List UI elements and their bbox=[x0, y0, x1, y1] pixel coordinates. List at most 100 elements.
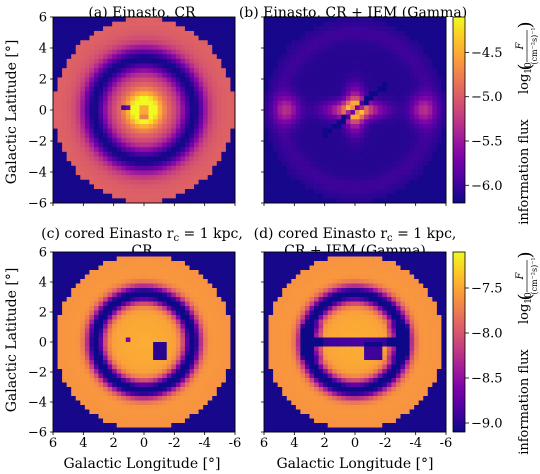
heatmap-cell bbox=[382, 68, 388, 74]
heatmap-cell bbox=[139, 175, 145, 181]
heatmap-cell bbox=[323, 82, 329, 88]
heatmap-cell bbox=[282, 342, 288, 347]
heatmap-cell bbox=[332, 63, 338, 69]
heatmap-cell bbox=[405, 142, 410, 148]
heatmap-cell bbox=[125, 44, 131, 50]
heatmap-cell bbox=[189, 179, 195, 185]
heatmap-cell bbox=[148, 58, 154, 64]
heatmap-cell bbox=[53, 17, 58, 23]
heatmap-cell bbox=[364, 100, 370, 106]
heatmap-cell bbox=[125, 324, 131, 329]
heatmap-cell bbox=[89, 68, 95, 74]
heatmap-cell bbox=[395, 44, 401, 50]
heatmap-cell bbox=[75, 400, 81, 406]
heatmap-cell bbox=[130, 252, 136, 257]
heatmap-cell bbox=[112, 270, 118, 275]
heatmap-cell bbox=[332, 151, 338, 157]
heatmap-cell bbox=[314, 193, 319, 199]
heatmap-cell bbox=[291, 175, 297, 181]
heatmap-cell bbox=[62, 110, 68, 116]
heatmap-cell bbox=[189, 315, 195, 320]
heatmap-cell bbox=[134, 170, 140, 176]
heatmap-cell bbox=[264, 382, 269, 388]
heatmap-cell bbox=[116, 396, 122, 401]
heatmap-cell bbox=[130, 346, 136, 352]
heatmap-cell bbox=[314, 21, 319, 27]
heatmap-cell bbox=[373, 198, 379, 204]
heatmap-cell bbox=[207, 360, 213, 365]
heatmap-cell bbox=[405, 35, 410, 41]
heatmap-cell bbox=[175, 82, 181, 88]
heatmap-cell bbox=[373, 82, 379, 88]
heatmap-cell bbox=[57, 142, 63, 148]
heatmap-cell bbox=[286, 193, 292, 199]
heatmap-cell bbox=[386, 21, 392, 27]
heatmap-cell bbox=[341, 44, 347, 50]
heatmap-cell bbox=[53, 288, 58, 293]
heatmap-cell bbox=[139, 151, 145, 157]
heatmap-cell bbox=[418, 58, 424, 64]
heatmap-cell bbox=[277, 63, 283, 69]
heatmap-cell bbox=[116, 35, 122, 41]
heatmap-cell bbox=[264, 378, 269, 383]
heatmap-cell bbox=[295, 77, 301, 83]
heatmap-cell bbox=[418, 198, 424, 204]
heatmap-cell bbox=[57, 324, 63, 329]
heatmap-cell bbox=[171, 306, 177, 311]
heatmap-cell bbox=[368, 17, 374, 23]
heatmap-cell bbox=[414, 165, 420, 171]
heatmap-cell bbox=[286, 119, 292, 125]
heatmap-cell bbox=[184, 351, 190, 356]
heatmap-cell bbox=[350, 35, 356, 41]
heatmap-cell bbox=[93, 91, 99, 97]
heatmap-cell bbox=[130, 360, 136, 365]
heatmap-cell bbox=[171, 165, 177, 171]
heatmap-cell bbox=[273, 265, 279, 271]
heatmap-cell bbox=[189, 189, 195, 195]
heatmap-cell bbox=[273, 137, 279, 143]
heatmap-cell bbox=[295, 82, 301, 88]
heatmap-cell bbox=[62, 279, 68, 284]
heatmap-cell bbox=[268, 337, 274, 343]
heatmap-cell bbox=[162, 378, 168, 383]
heatmap-cell bbox=[386, 114, 392, 120]
heatmap-cell bbox=[189, 17, 195, 23]
heatmap-cell bbox=[212, 133, 218, 139]
heatmap-cell bbox=[395, 54, 401, 60]
heatmap-cell bbox=[225, 133, 231, 139]
heatmap-cell bbox=[98, 328, 104, 334]
heatmap-cell bbox=[75, 35, 81, 41]
heatmap-cell bbox=[57, 333, 63, 338]
heatmap-cell bbox=[121, 387, 127, 392]
heatmap-cell bbox=[391, 151, 397, 157]
heatmap-cell bbox=[414, 151, 420, 157]
heatmap-cell bbox=[336, 110, 342, 116]
heatmap-cell bbox=[341, 114, 347, 120]
heatmap-cell bbox=[166, 265, 172, 271]
heatmap-cell bbox=[180, 382, 186, 388]
heatmap-cell bbox=[230, 409, 236, 415]
heatmap-cell bbox=[207, 91, 213, 97]
heatmap-cell bbox=[98, 58, 104, 64]
heatmap-cell bbox=[273, 40, 279, 46]
heatmap-cell bbox=[80, 35, 86, 41]
heatmap-cell bbox=[427, 137, 433, 143]
heatmap-cell bbox=[116, 147, 122, 153]
heatmap-cell bbox=[212, 292, 218, 298]
heatmap-cell bbox=[71, 301, 77, 307]
heatmap-cell bbox=[355, 44, 360, 50]
heatmap-cell bbox=[221, 333, 227, 338]
heatmap-cell bbox=[116, 142, 122, 148]
heatmap-cell bbox=[282, 82, 288, 88]
heatmap-cell bbox=[157, 283, 163, 289]
heatmap-cell bbox=[189, 351, 195, 356]
heatmap-cell bbox=[368, 170, 374, 176]
heatmap-cell bbox=[139, 333, 145, 338]
heatmap-cell bbox=[273, 54, 279, 60]
heatmap-cell bbox=[98, 170, 104, 176]
heatmap-cell bbox=[189, 288, 195, 293]
heatmap-cell bbox=[98, 100, 104, 106]
heatmap-cell bbox=[432, 151, 438, 157]
heatmap-cell bbox=[194, 301, 199, 307]
heatmap-cell bbox=[436, 175, 442, 181]
